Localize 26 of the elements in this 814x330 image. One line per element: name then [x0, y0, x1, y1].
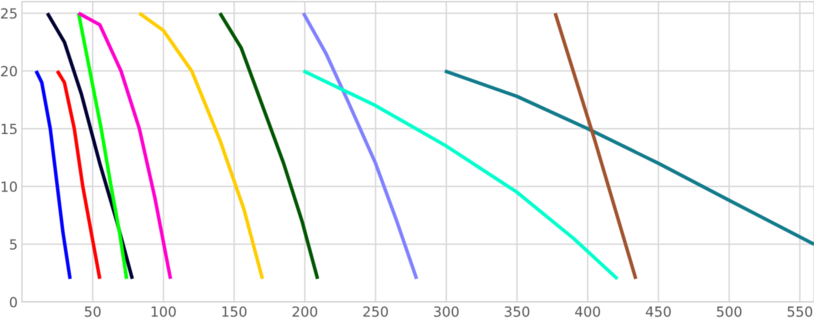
x-tick-label: 200 — [292, 306, 318, 317]
x-tick-label: 500 — [716, 306, 742, 317]
x-tick-label: 100 — [152, 306, 176, 317]
line-series — [302, 69, 620, 281]
x-tick-label: 250 — [363, 306, 388, 317]
line-series — [56, 69, 102, 281]
x-tick-label: 400 — [575, 306, 600, 317]
y-tick-label: 0 — [10, 296, 17, 308]
x-tick-label: 550 — [788, 306, 812, 317]
line-series — [76, 11, 172, 281]
x-tick-label: 50 — [84, 306, 101, 317]
x-tick-label: 150 — [222, 306, 246, 317]
y-tick-label: 20 — [1, 66, 17, 76]
line-series — [76, 11, 128, 281]
line-series — [302, 11, 418, 281]
line-series — [138, 11, 264, 281]
line-series — [443, 69, 814, 246]
line-series — [34, 69, 72, 281]
y-tick-label: 5 — [10, 239, 17, 250]
x-tick-label: 300 — [434, 306, 459, 317]
y-tick-label: 10 — [2, 181, 17, 192]
y-tick-label: 15 — [2, 124, 17, 134]
x-tick-label: 450 — [646, 306, 671, 317]
line-series — [218, 11, 320, 281]
y-tick-label: 25 — [1, 8, 17, 19]
x-tick-label: 350 — [504, 306, 530, 317]
